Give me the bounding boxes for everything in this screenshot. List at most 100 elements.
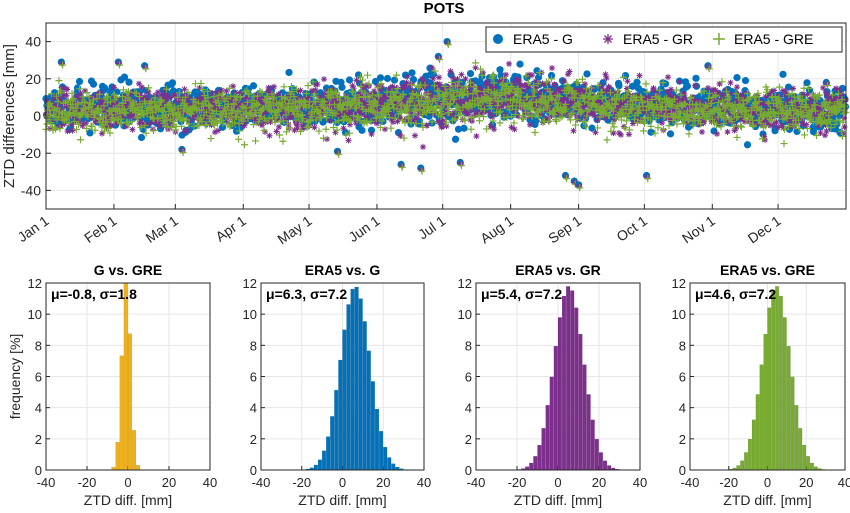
data-point-gr [360, 83, 367, 90]
data-point-gre [393, 71, 400, 79]
data-point-gr [250, 108, 257, 115]
data-point-gr [218, 87, 225, 94]
data-point-g [666, 130, 675, 138]
data-point-gr [591, 112, 597, 119]
data-point-gre [364, 71, 371, 79]
data-point-gre [706, 89, 713, 97]
data-point-gre [281, 95, 288, 103]
x-tick-label: Oct 1 [613, 212, 650, 244]
data-point-gre [755, 98, 763, 106]
data-point-gr [214, 104, 221, 111]
data-point-gre [319, 97, 327, 105]
data-point-gr [311, 124, 318, 131]
data-point-gre [563, 90, 570, 98]
data-point-gre [834, 107, 842, 115]
legend-item: ERA5 - GRE [713, 31, 813, 47]
data-point-gre [424, 90, 432, 98]
data-point-g [285, 68, 293, 77]
data-point-gre [213, 107, 220, 115]
data-point-gre [260, 126, 268, 134]
data-point-gr [69, 121, 75, 128]
data-point-gre [170, 110, 177, 118]
legend-box [485, 26, 843, 53]
data-point-gr [420, 143, 426, 150]
data-point-gre [488, 105, 495, 113]
data-point-gre [621, 124, 629, 132]
data-point-gr [157, 122, 163, 129]
data-point-gr [483, 87, 489, 94]
data-point-gre [833, 108, 840, 116]
data-point-gr [570, 127, 577, 134]
data-point-gre [539, 92, 546, 100]
data-point-gre [719, 113, 727, 121]
data-point-gre [270, 93, 278, 101]
data-point-g [809, 128, 818, 136]
data-point-gr [622, 95, 629, 102]
data-point-gre [371, 97, 378, 105]
data-point-gre [405, 113, 413, 121]
data-point-gre [105, 124, 112, 132]
data-point-gre [835, 90, 842, 98]
data-point-gre [162, 111, 170, 119]
data-point-gre [176, 89, 183, 97]
data-point-gre [839, 118, 847, 126]
data-point-gre [788, 90, 796, 98]
data-point-gre [100, 102, 108, 110]
data-point-gre [563, 174, 571, 182]
data-point-gr [258, 103, 265, 110]
data-point-gre [827, 117, 834, 125]
data-point-gr [168, 100, 175, 107]
data-point-gre [84, 112, 92, 120]
data-point-gre [802, 96, 810, 104]
data-point-gr [651, 86, 657, 93]
data-point-gr [184, 126, 190, 133]
data-point-gre [547, 92, 555, 100]
data-point-gre [236, 127, 243, 135]
data-point-gr [443, 107, 449, 114]
data-point-gre [55, 113, 62, 121]
data-point-gre [207, 135, 215, 143]
data-point-gre [805, 84, 812, 92]
data-point-gr [833, 85, 839, 92]
data-point-gr [841, 123, 848, 130]
data-point-gr [352, 116, 359, 123]
data-point-gre [446, 85, 454, 93]
data-point-gr [823, 128, 830, 135]
data-point-gr [334, 112, 341, 119]
data-point-gre [208, 106, 216, 114]
data-point-gre [507, 84, 515, 92]
histogram-title: G vs. GRE [94, 262, 162, 278]
data-point-gre [517, 89, 525, 97]
data-point-gre [811, 101, 819, 109]
data-point-gre [636, 106, 644, 114]
data-point-gr [162, 87, 168, 94]
data-point-gr [606, 84, 613, 91]
data-point-gr [468, 106, 474, 113]
data-point-gr [115, 60, 122, 67]
data-point-gr [156, 119, 162, 126]
data-point-gr [212, 129, 218, 136]
data-point-gre [700, 108, 707, 116]
data-point-gre [838, 96, 846, 104]
data-point-gre [757, 119, 765, 127]
data-point-gr [542, 87, 549, 94]
data-point-gre [344, 94, 352, 102]
data-point-gre [185, 120, 193, 128]
data-point-g [583, 70, 591, 78]
data-point-gr [615, 99, 621, 106]
data-point-gre [735, 94, 742, 102]
data-point-gr [136, 80, 142, 87]
data-point-gr [551, 81, 558, 88]
data-point-gr [519, 82, 525, 89]
data-point-gre [570, 104, 577, 112]
data-point-gr [557, 111, 564, 118]
data-point-gr [475, 90, 482, 97]
y-tick-label: 6 [35, 370, 42, 385]
data-point-gre [288, 88, 296, 96]
data-point-gr [803, 121, 810, 128]
data-point-gre [307, 117, 314, 125]
data-point-gre [409, 90, 417, 98]
data-point-gre [655, 111, 663, 119]
data-point-gre [106, 129, 114, 137]
data-point-gr [561, 77, 567, 84]
